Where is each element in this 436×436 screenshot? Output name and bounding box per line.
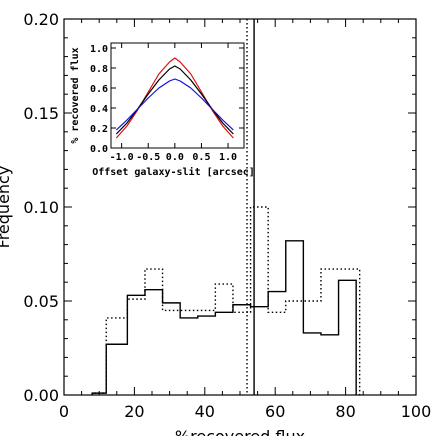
inset-x-tick-label: 0.0 xyxy=(166,152,184,163)
y-tick-label: 0.05 xyxy=(23,292,59,311)
inset-y-tick-label: 1.0 xyxy=(90,44,108,55)
inset-y-tick-label: 0.6 xyxy=(90,84,108,95)
inset-y-tick-label: 0.8 xyxy=(90,64,108,75)
inset-y-tick-label: 0.4 xyxy=(90,104,108,115)
histogram-series-solid xyxy=(91,240,357,395)
x-tick-label: 40 xyxy=(195,402,215,421)
inset-plot-frame xyxy=(110,42,245,149)
x-tick-label: 100 xyxy=(401,402,432,421)
inset-x-tick-label: -1.0 xyxy=(110,152,134,163)
y-tick-label: 0.10 xyxy=(23,198,59,217)
inset-x-tick-label: 0.5 xyxy=(192,152,210,163)
inset-y-tick-label: 0.0 xyxy=(90,144,108,155)
inset-y-axis-title: % recovered flux xyxy=(70,47,81,143)
inset-x-tick-label: -0.5 xyxy=(136,152,160,163)
y-tick-label: 0.20 xyxy=(23,10,59,29)
main-axes: 0 20 40 60 80 100 0.00 0.05 0.10 0.15 0.20 %recover… xyxy=(0,10,431,436)
x-tick-label: 80 xyxy=(335,402,355,421)
y-tick-label: 0.00 xyxy=(23,386,59,405)
x-axis-title: %recovered flux xyxy=(175,427,305,436)
inset-x-tick-label: 1.0 xyxy=(219,152,237,163)
inset-x-axis-title: Offset galaxy-slit [arcsec] xyxy=(92,166,255,178)
histogram-series-dotted xyxy=(91,206,361,395)
x-tick-label: 60 xyxy=(265,402,285,421)
x-tick-label: 0 xyxy=(59,402,69,421)
inset-axes: -1.0 -0.5 0.0 0.5 1.0 0.0 0.2 0.4 0.6 0.8 1.0 Offse… xyxy=(70,42,255,178)
y-tick-label: 0.15 xyxy=(23,104,59,123)
y-axis-title: Frequency xyxy=(0,166,13,249)
inset-y-tick-label: 0.2 xyxy=(90,124,108,135)
x-tick-label: 20 xyxy=(124,402,144,421)
inset-curve xyxy=(115,78,234,131)
inset-curve xyxy=(115,57,234,139)
